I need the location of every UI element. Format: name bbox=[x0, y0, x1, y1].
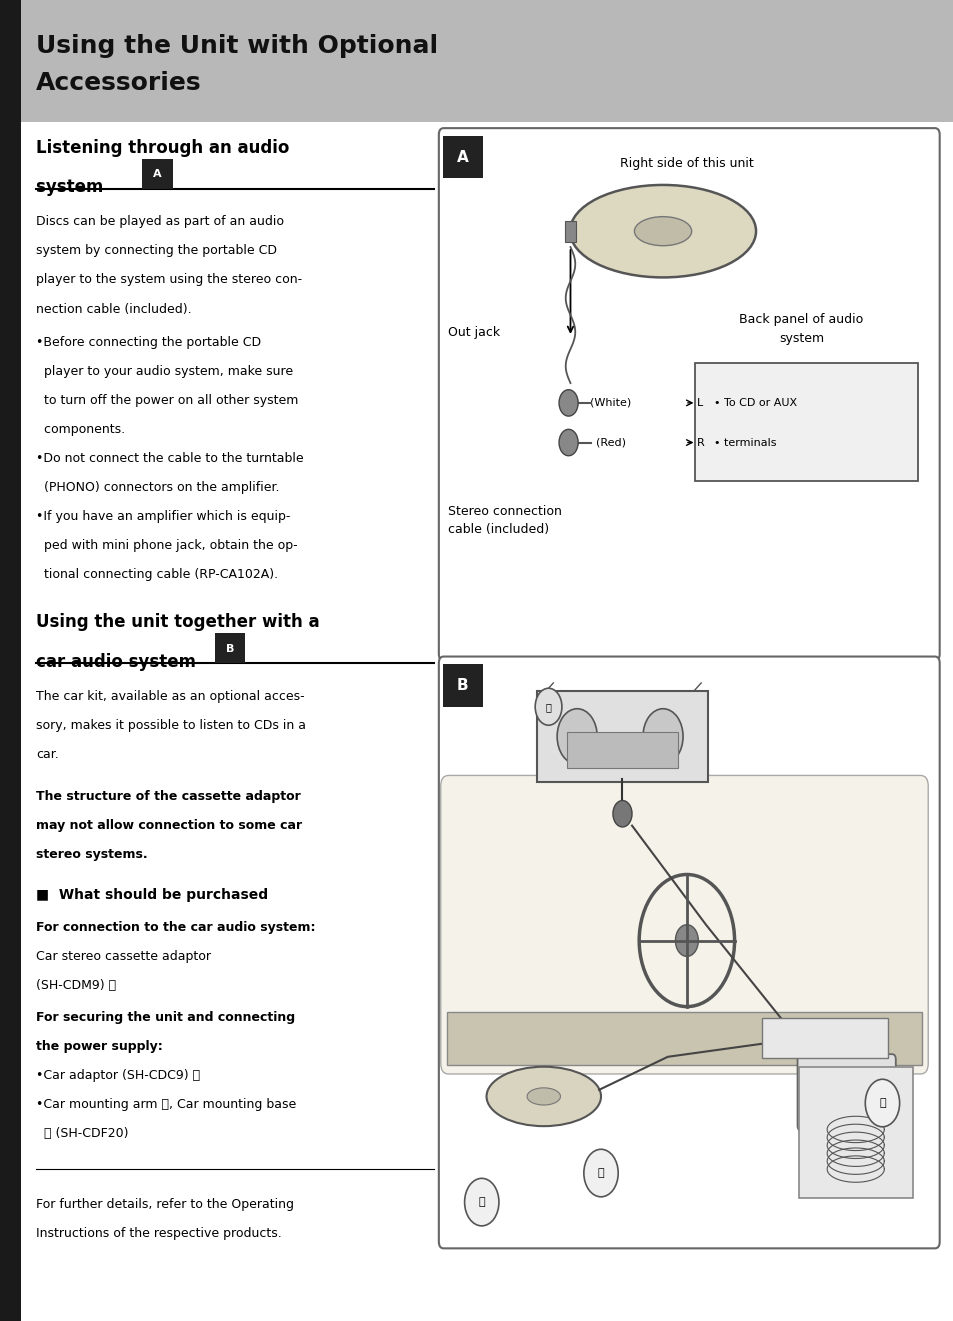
Text: may not allow connection to some car: may not allow connection to some car bbox=[36, 819, 302, 832]
Text: system: system bbox=[36, 178, 110, 197]
FancyBboxPatch shape bbox=[440, 775, 927, 1074]
Ellipse shape bbox=[634, 217, 691, 246]
Text: Car stereo cassette adaptor: Car stereo cassette adaptor bbox=[36, 950, 211, 963]
Text: player to your audio system, make sure: player to your audio system, make sure bbox=[36, 365, 294, 378]
Text: stereo systems.: stereo systems. bbox=[36, 848, 148, 861]
Text: Right side of this unit: Right side of this unit bbox=[619, 157, 753, 170]
Text: Ⓓ: Ⓓ bbox=[478, 1197, 484, 1207]
Text: car.: car. bbox=[36, 748, 59, 761]
Text: •Car adaptor (SH-CDC9) Ⓑ: •Car adaptor (SH-CDC9) Ⓑ bbox=[36, 1069, 200, 1082]
Text: components.: components. bbox=[36, 423, 125, 436]
Text: tional connecting cable (RP-CA102A).: tional connecting cable (RP-CA102A). bbox=[36, 568, 278, 581]
Text: Ⓑ: Ⓑ bbox=[879, 1098, 884, 1108]
Text: •Before connecting the portable CD: •Before connecting the portable CD bbox=[36, 336, 261, 349]
Text: A: A bbox=[456, 149, 468, 165]
Text: • To CD or AUX: • To CD or AUX bbox=[713, 398, 796, 408]
FancyBboxPatch shape bbox=[761, 1018, 887, 1058]
Text: (White): (White) bbox=[589, 398, 630, 408]
Text: Ⓒ: Ⓒ bbox=[598, 1168, 603, 1178]
FancyBboxPatch shape bbox=[442, 664, 482, 707]
Text: For connection to the car audio system:: For connection to the car audio system: bbox=[36, 921, 315, 934]
FancyBboxPatch shape bbox=[799, 1067, 912, 1198]
Text: Accessories: Accessories bbox=[36, 71, 202, 95]
Circle shape bbox=[557, 708, 597, 764]
Text: (PHONO) connectors on the amplifier.: (PHONO) connectors on the amplifier. bbox=[36, 481, 279, 494]
Circle shape bbox=[642, 708, 682, 764]
Text: (SH-CDM9) Ⓐ: (SH-CDM9) Ⓐ bbox=[36, 979, 116, 992]
Text: Discs can be played as part of an audio: Discs can be played as part of an audio bbox=[36, 215, 284, 229]
Circle shape bbox=[464, 1178, 498, 1226]
Circle shape bbox=[558, 429, 578, 456]
FancyBboxPatch shape bbox=[797, 1054, 895, 1131]
Circle shape bbox=[864, 1079, 899, 1127]
Text: Out jack: Out jack bbox=[448, 326, 500, 339]
FancyBboxPatch shape bbox=[438, 128, 939, 660]
Text: The car kit, available as an optional acces-: The car kit, available as an optional ac… bbox=[36, 690, 305, 703]
Text: • terminals: • terminals bbox=[713, 437, 776, 448]
Circle shape bbox=[535, 688, 561, 725]
Text: sory, makes it possible to listen to CDs in a: sory, makes it possible to listen to CDs… bbox=[36, 719, 306, 732]
Text: L: L bbox=[696, 398, 702, 408]
FancyBboxPatch shape bbox=[214, 633, 245, 663]
Text: ■  What should be purchased: ■ What should be purchased bbox=[36, 888, 268, 902]
Circle shape bbox=[558, 390, 578, 416]
FancyBboxPatch shape bbox=[0, 0, 953, 122]
Text: cable (included): cable (included) bbox=[448, 523, 549, 536]
Text: (Red): (Red) bbox=[596, 437, 625, 448]
Circle shape bbox=[583, 1149, 618, 1197]
FancyBboxPatch shape bbox=[142, 159, 172, 189]
Text: B: B bbox=[456, 678, 468, 694]
Circle shape bbox=[612, 801, 631, 827]
Text: ped with mini phone jack, obtain the op-: ped with mini phone jack, obtain the op- bbox=[36, 539, 297, 552]
Text: B: B bbox=[226, 643, 233, 654]
Text: Back panel of audio: Back panel of audio bbox=[739, 313, 862, 326]
Text: R: R bbox=[696, 437, 703, 448]
Text: For further details, refer to the Operating: For further details, refer to the Operat… bbox=[36, 1198, 294, 1211]
Text: For securing the unit and connecting: For securing the unit and connecting bbox=[36, 1011, 295, 1024]
FancyBboxPatch shape bbox=[0, 0, 21, 122]
Text: player to the system using the stereo con-: player to the system using the stereo co… bbox=[36, 273, 302, 287]
Text: system by connecting the portable CD: system by connecting the portable CD bbox=[36, 244, 277, 258]
FancyBboxPatch shape bbox=[566, 732, 678, 768]
Text: A: A bbox=[152, 169, 162, 180]
Text: Using the Unit with Optional: Using the Unit with Optional bbox=[36, 34, 438, 58]
Circle shape bbox=[675, 925, 698, 956]
Ellipse shape bbox=[569, 185, 755, 277]
Text: Instructions of the respective products.: Instructions of the respective products. bbox=[36, 1227, 282, 1240]
Text: Ⓓ (SH-CDF20): Ⓓ (SH-CDF20) bbox=[36, 1127, 129, 1140]
FancyBboxPatch shape bbox=[0, 122, 21, 1321]
Text: Ⓐ: Ⓐ bbox=[545, 701, 551, 712]
Text: nection cable (included).: nection cable (included). bbox=[36, 303, 192, 316]
FancyBboxPatch shape bbox=[537, 691, 707, 782]
Text: Listening through an audio: Listening through an audio bbox=[36, 139, 290, 157]
Text: Stereo connection: Stereo connection bbox=[448, 505, 561, 518]
Text: •Car mounting arm Ⓒ, Car mounting base: •Car mounting arm Ⓒ, Car mounting base bbox=[36, 1098, 296, 1111]
Text: The structure of the cassette adaptor: The structure of the cassette adaptor bbox=[36, 790, 301, 803]
FancyBboxPatch shape bbox=[694, 363, 917, 481]
Text: system: system bbox=[778, 332, 823, 345]
Text: Using the unit together with a: Using the unit together with a bbox=[36, 613, 319, 631]
Text: •Do not connect the cable to the turntable: •Do not connect the cable to the turntab… bbox=[36, 452, 304, 465]
Ellipse shape bbox=[526, 1087, 559, 1104]
FancyBboxPatch shape bbox=[447, 1012, 921, 1065]
Text: the power supply:: the power supply: bbox=[36, 1040, 163, 1053]
FancyBboxPatch shape bbox=[564, 221, 576, 242]
Text: car audio system: car audio system bbox=[36, 653, 202, 671]
Ellipse shape bbox=[486, 1067, 600, 1125]
FancyBboxPatch shape bbox=[438, 657, 939, 1248]
Text: to turn off the power on all other system: to turn off the power on all other syste… bbox=[36, 394, 298, 407]
FancyBboxPatch shape bbox=[442, 136, 482, 178]
Text: •If you have an amplifier which is equip-: •If you have an amplifier which is equip… bbox=[36, 510, 291, 523]
